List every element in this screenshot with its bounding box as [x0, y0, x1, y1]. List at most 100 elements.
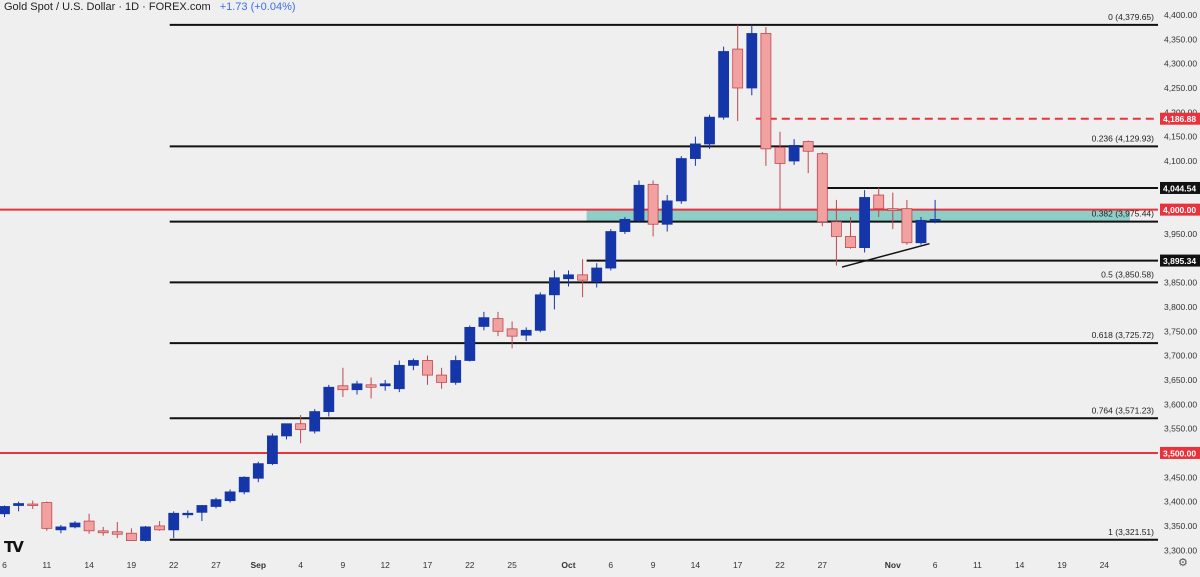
x-tick-label: 22: [465, 560, 475, 570]
candle: [802, 140, 814, 174]
candle: [675, 156, 687, 204]
candle-body: [633, 184, 645, 221]
y-tick-label: 4,150.00: [1164, 132, 1197, 142]
candle-body: [534, 294, 546, 331]
candle-body: [661, 200, 673, 225]
fib-level-label: 0.236 (4,129.93): [1092, 133, 1155, 143]
chart-header: Gold Spot / U.S. Dollar · 1D · FOREX.com…: [4, 1, 296, 13]
x-tick-label: 6: [2, 560, 7, 570]
candle-body: [732, 48, 744, 89]
candle: [13, 501, 25, 512]
x-tick-label: 12: [380, 560, 390, 570]
x-tick-label: 27: [211, 560, 221, 570]
candle-body: [407, 360, 419, 366]
candle: [69, 521, 81, 529]
candle-body: [901, 208, 913, 244]
price-axis-background: [1158, 0, 1200, 572]
x-tick-label: Nov: [885, 560, 901, 570]
y-tick-label: 3,600.00: [1164, 399, 1197, 409]
candle: [168, 511, 180, 539]
candle-body: [887, 208, 899, 212]
candle: [887, 192, 899, 230]
candle-body: [816, 153, 828, 223]
fib-level-label: 0 (4,379.65): [1108, 12, 1154, 22]
candle-body: [252, 463, 264, 479]
fib-level-label: 0.618 (3,725.72): [1092, 330, 1155, 340]
x-tick-label: 6: [608, 560, 613, 570]
y-tick-label: 3,400.00: [1164, 497, 1197, 507]
price-tag: [1160, 203, 1200, 216]
candle-body: [182, 512, 194, 516]
candle: [379, 379, 391, 391]
y-tick-label: 3,950.00: [1164, 229, 1197, 239]
candle: [450, 355, 462, 385]
y-tick-label: 4,400.00: [1164, 10, 1197, 20]
candle: [647, 180, 659, 237]
candle: [563, 270, 574, 287]
candle-body: [111, 531, 123, 535]
price-tag-label: 4,000.00: [1163, 205, 1196, 215]
candle: [831, 199, 842, 266]
candle-body: [464, 327, 476, 361]
candle-body: [605, 231, 617, 269]
x-tick-label: 17: [733, 560, 743, 570]
x-tick-label: 14: [84, 560, 94, 570]
y-tick-label: 3,700.00: [1164, 351, 1197, 361]
candle: [549, 270, 560, 310]
price-change: +1.73 (+0.04%): [219, 1, 296, 13]
candle-body: [337, 385, 349, 391]
y-tick-label: 4,300.00: [1164, 59, 1197, 69]
candle: [281, 423, 292, 440]
candle: [774, 131, 786, 211]
candle: [83, 513, 95, 534]
candle: [746, 24, 758, 96]
support-zone: [586, 209, 1130, 222]
candle-body: [323, 386, 335, 412]
candle-body: [83, 520, 95, 532]
candle-body: [774, 146, 786, 164]
candle-body: [140, 526, 151, 541]
candle-body: [704, 116, 715, 145]
candle: [309, 409, 321, 434]
candle-body: [788, 145, 800, 162]
candle-body: [168, 512, 180, 531]
x-tick-label: 22: [169, 560, 179, 570]
candle: [605, 229, 617, 271]
candle: [732, 24, 744, 122]
candle-body: [97, 530, 109, 534]
tradingview-logo[interactable]: TV: [4, 538, 24, 556]
candle-body: [549, 277, 560, 296]
candle-body: [478, 317, 490, 327]
candle: [690, 136, 701, 166]
x-tick-label: 19: [127, 560, 137, 570]
x-tick-label: 24: [1100, 560, 1110, 570]
candle: [140, 525, 151, 542]
candle-body: [69, 522, 81, 528]
price-tag-label: 3,500.00: [1163, 448, 1196, 458]
candle-body: [873, 194, 885, 210]
candle: [520, 327, 532, 342]
price-tag-label: 4,044.54: [1163, 183, 1196, 193]
candle: [816, 152, 828, 227]
candle: [337, 367, 349, 397]
candle: [436, 367, 448, 389]
symbol-title[interactable]: Gold Spot / U.S. Dollar · 1D · FOREX.com: [4, 1, 211, 13]
y-tick-label: 3,550.00: [1164, 424, 1197, 434]
candle-body: [55, 526, 67, 531]
candle-body: [506, 328, 518, 337]
candle: [901, 199, 913, 245]
candle-body: [859, 197, 870, 248]
x-tick-label: Sep: [251, 560, 267, 570]
x-tick-label: 9: [651, 560, 656, 570]
candle-body: [520, 329, 532, 336]
candle: [788, 139, 800, 165]
candle: [704, 114, 715, 149]
settings-icon[interactable]: ⚙: [1178, 557, 1188, 569]
candle: [859, 190, 870, 253]
x-tick-label: 27: [818, 560, 828, 570]
x-tick-label: 11: [42, 560, 51, 570]
candle: [760, 27, 772, 166]
candle-body: [238, 476, 250, 493]
